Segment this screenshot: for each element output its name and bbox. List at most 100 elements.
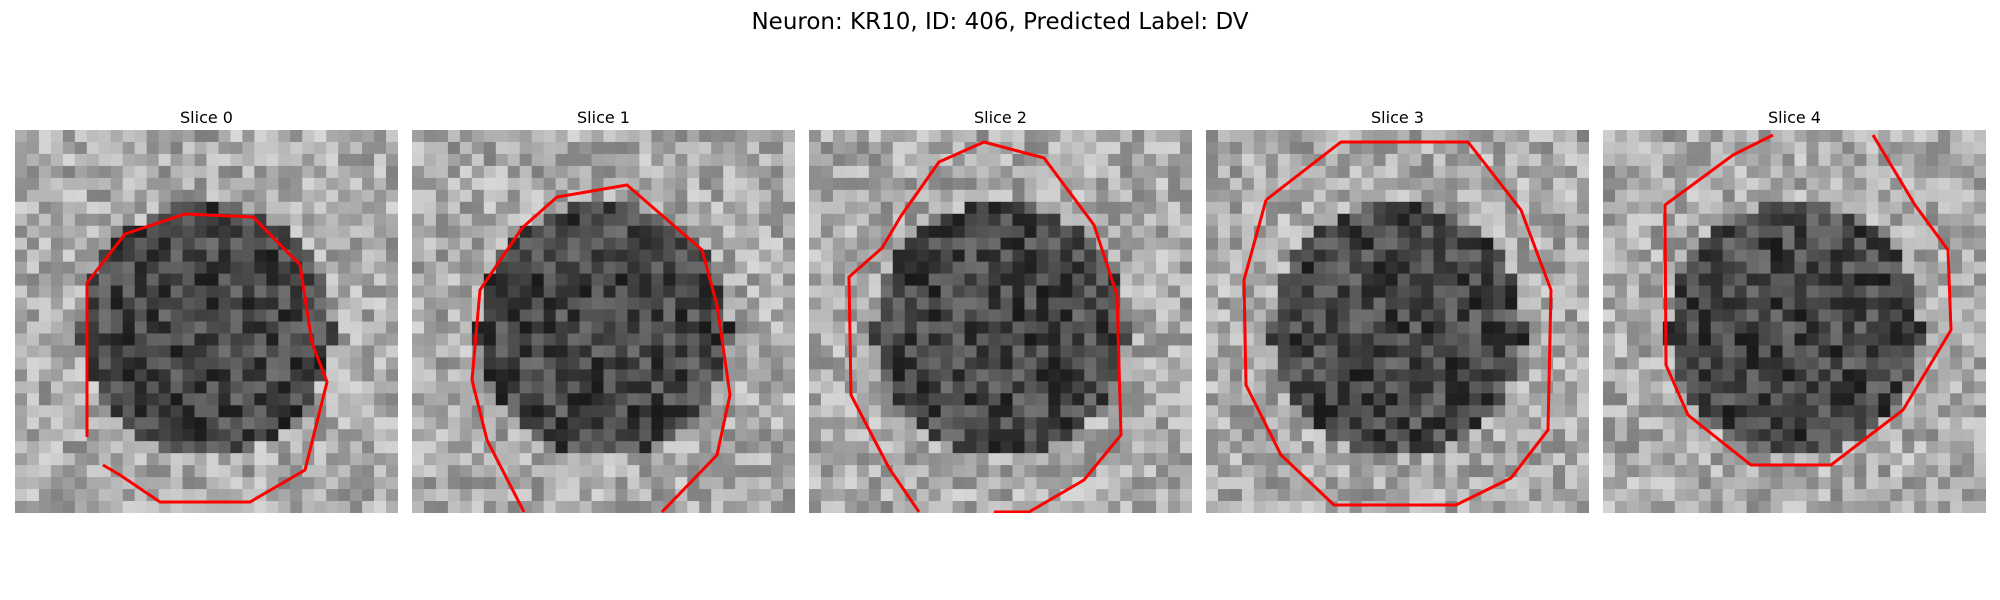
- pixel: [483, 393, 497, 406]
- pixel: [771, 501, 784, 513]
- pixel: [880, 393, 894, 406]
- pixel: [1241, 417, 1255, 430]
- pixel: [783, 309, 795, 322]
- pixel: [1385, 429, 1398, 442]
- pixel: [1000, 189, 1013, 203]
- pixel: [447, 213, 461, 227]
- pixel: [326, 297, 339, 311]
- pixel: [38, 477, 52, 490]
- pixel: [1734, 309, 1748, 322]
- pixel: [1277, 357, 1291, 370]
- pixel: [675, 321, 688, 334]
- pixel: [783, 453, 795, 466]
- pixel: [435, 177, 449, 191]
- pixel: [856, 345, 870, 358]
- pixel: [519, 417, 533, 430]
- pixel: [1445, 249, 1458, 263]
- pixel: [266, 417, 279, 430]
- pixel: [844, 297, 858, 311]
- pixel: [976, 237, 990, 251]
- pixel: [1241, 237, 1255, 251]
- pixel: [326, 309, 339, 322]
- pixel: [1842, 309, 1855, 322]
- pixel: [1313, 465, 1327, 478]
- pixel: [1301, 273, 1315, 287]
- pixel: [1541, 177, 1554, 191]
- pixel: [435, 285, 449, 299]
- pixel: [627, 405, 640, 418]
- pixel: [386, 261, 398, 275]
- pixel: [278, 501, 291, 513]
- pixel: [1048, 321, 1061, 334]
- pixel: [1674, 297, 1688, 311]
- pixel: [809, 261, 822, 275]
- pixel: [747, 489, 760, 502]
- pixel: [1565, 501, 1578, 513]
- pixel: [1277, 249, 1291, 263]
- pixel: [651, 153, 664, 167]
- pixel: [1445, 285, 1458, 299]
- pixel: [976, 165, 990, 179]
- pixel: [1950, 189, 1963, 203]
- pixel: [1325, 177, 1339, 191]
- pixel: [1421, 237, 1434, 251]
- pixel: [940, 381, 954, 394]
- pixel: [615, 417, 628, 430]
- pixel: [182, 273, 196, 287]
- pixel: [809, 333, 822, 346]
- pixel: [603, 273, 616, 287]
- pixel: [964, 453, 978, 466]
- pixel: [254, 141, 267, 155]
- pixel: [1638, 153, 1652, 167]
- pixel: [218, 489, 231, 502]
- pixel: [1746, 189, 1760, 203]
- pixel: [1132, 501, 1145, 513]
- pixel: [1012, 345, 1025, 358]
- pixel: [1120, 261, 1133, 275]
- pixel: [134, 177, 148, 191]
- pixel: [1313, 225, 1327, 239]
- pixel: [1206, 441, 1219, 454]
- pixel: [1770, 189, 1784, 203]
- pixel: [1349, 345, 1363, 358]
- pixel: [1108, 213, 1121, 227]
- pixel: [62, 369, 76, 382]
- pixel: [122, 285, 136, 299]
- pixel: [1217, 130, 1231, 143]
- pixel: [639, 297, 652, 311]
- pixel: [1866, 417, 1879, 430]
- pixel: [1638, 453, 1652, 466]
- pixel: [531, 429, 545, 442]
- pixel: [218, 189, 231, 203]
- pixel: [723, 417, 736, 430]
- pixel: [723, 333, 736, 346]
- pixel: [1710, 333, 1724, 346]
- pixel: [832, 249, 846, 263]
- pixel: [567, 201, 581, 215]
- pixel: [254, 405, 267, 418]
- pixel: [290, 130, 303, 143]
- pixel: [1301, 441, 1315, 454]
- pixel: [1349, 177, 1363, 191]
- pixel: [1060, 261, 1073, 275]
- pixel: [663, 285, 676, 299]
- pixel: [856, 189, 870, 203]
- pixel: [1361, 297, 1375, 311]
- pixel: [495, 225, 509, 239]
- pixel: [206, 297, 219, 311]
- pixel: [759, 141, 772, 155]
- pixel: [98, 130, 112, 143]
- pixel: [134, 357, 148, 370]
- pixel: [1457, 465, 1470, 478]
- pixel: [1481, 309, 1494, 322]
- pixel: [1036, 285, 1049, 299]
- pixel: [711, 501, 724, 513]
- pixel: [1674, 345, 1688, 358]
- pixel: [1229, 489, 1243, 502]
- pixel: [290, 381, 303, 394]
- pixel: [1385, 477, 1398, 490]
- pixel: [471, 225, 485, 239]
- pixel: [868, 453, 882, 466]
- pixel: [747, 381, 760, 394]
- pixel: [1890, 393, 1903, 406]
